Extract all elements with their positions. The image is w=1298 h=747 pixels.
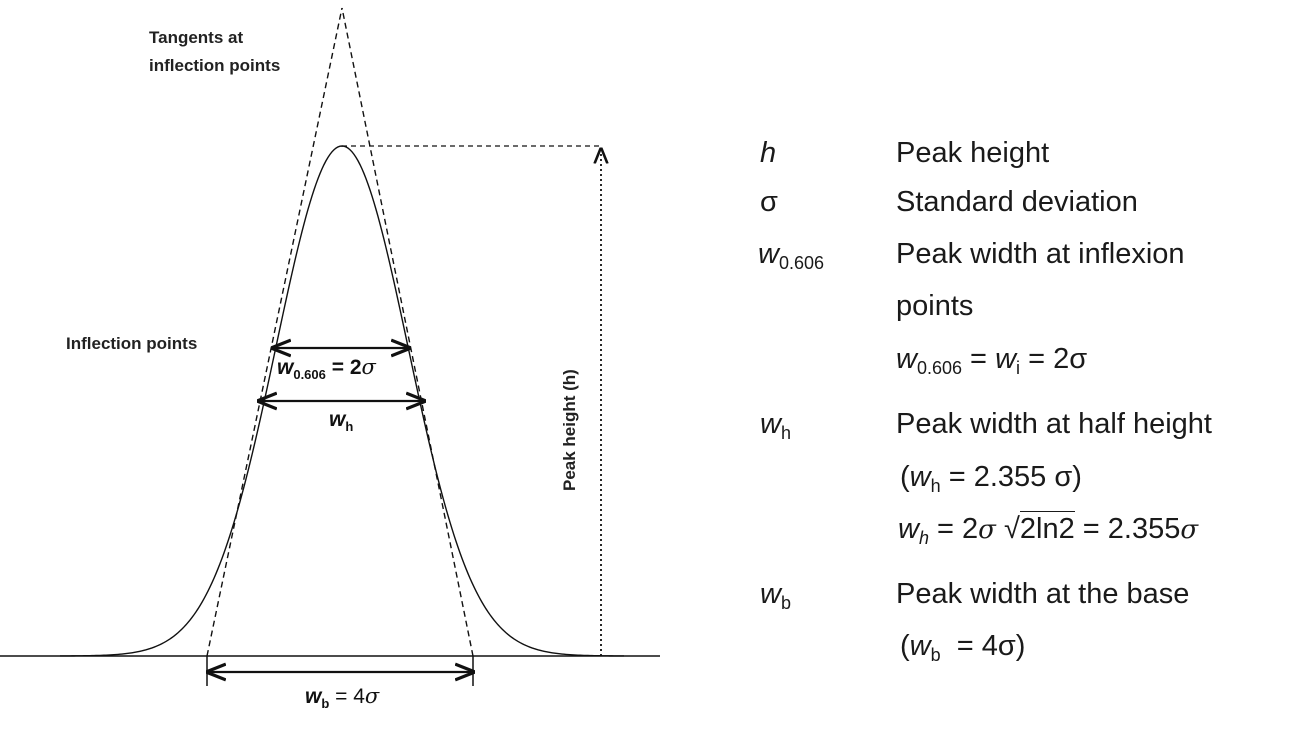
left-tangent-line: [206, 7, 343, 657]
legend-w0606-equation: w0.606 = wi = 2σ: [896, 343, 1088, 378]
legend-wb-paren: (wb = 4σ): [900, 630, 1026, 665]
peak-height-axis-label: Peak height (h): [560, 369, 579, 491]
inflection-points-label: Inflection points: [66, 334, 197, 353]
w0606-label: w0.606 = 2σ: [277, 355, 377, 382]
legend-w0606-symbol: w0.606: [758, 238, 824, 273]
legend-wh-text-line1: Peak width at half height: [896, 408, 1212, 440]
sqrt-radical: √2ln2: [1003, 511, 1075, 545]
tangents-label-line1: Tangents at: [149, 28, 243, 47]
wb-label: wb = 4σ: [305, 684, 380, 711]
legend-h-text: Peak height: [896, 137, 1050, 169]
legend-sigma-symbol: σ: [760, 186, 778, 218]
legend-wh-symbol: wh: [760, 408, 791, 443]
legend-wh-formula: wh = 2σ √2ln2 = 2.355σ: [898, 511, 1199, 548]
right-tangent-line: [341, 7, 474, 657]
tangents-label-line2: inflection points: [149, 56, 280, 75]
legend-wh-paren: (wh = 2.355 σ): [900, 461, 1082, 496]
wh-label: wh: [329, 408, 353, 434]
legend-sigma-text: Standard deviation: [896, 186, 1138, 218]
legend-w0606-text-line2: points: [896, 290, 974, 322]
legend-wb-symbol: wb: [760, 578, 791, 613]
legend-wb-text-line1: Peak width at the base: [896, 578, 1190, 610]
legend-h-symbol: h: [760, 137, 777, 169]
legend-w0606-text-line1: Peak width at inflexion: [896, 238, 1185, 270]
